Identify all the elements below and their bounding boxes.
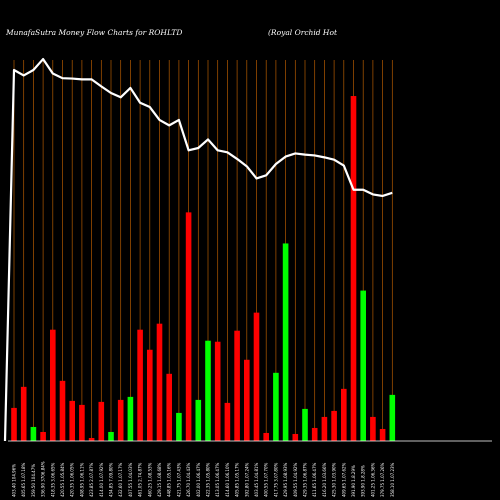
x-tick-label: 402.00 1.06.47%: [196, 462, 201, 497]
bar-down: [350, 96, 357, 441]
x-tick-label: 359.50 104.47%: [31, 464, 36, 497]
bar-up: [205, 340, 211, 441]
bar-up: [195, 399, 202, 441]
bar-down: [117, 399, 124, 441]
bar-down: [263, 432, 269, 441]
x-tick-label: 429.15 1.08.68%: [157, 462, 162, 497]
x-tick-label: 429.95 1.08.93%: [283, 462, 288, 497]
x-tick-label: 434.85 7.09.80%: [109, 462, 114, 497]
bar-up: [302, 408, 308, 441]
chart-title: MunafaSutra Money Flow Charts for ROHLTD: [5, 28, 182, 37]
x-tick-label: 416.20 1.03.66%: [322, 462, 327, 497]
bar-down: [370, 416, 376, 441]
x-tick-label: 461.05 2.74.87%: [138, 462, 143, 497]
x-tick-label: 414.60 1.06.10%: [225, 462, 230, 497]
x-tick-label: 403.40 104.96%: [12, 464, 17, 497]
bar-up: [273, 372, 279, 441]
x-tick-label: 405.85 1.05.17%: [235, 462, 240, 497]
x-tick-label: 393.90 1.8.28%: [361, 465, 366, 497]
bar-down: [137, 329, 143, 441]
chart-subtitle: (Royal Orchid Hot: [268, 28, 338, 37]
x-tick-label: 401.25 1.06.36%: [370, 462, 375, 497]
bar-down: [185, 212, 192, 441]
x-tick-label: 420.55 1.05.84%: [60, 462, 65, 497]
x-tick-label: 379.75 1.07.26%: [380, 462, 385, 497]
bar-up: [108, 431, 114, 442]
bar-down: [50, 329, 56, 441]
x-tick-label: 421.75 1.07.43%: [176, 462, 181, 497]
bar-up: [360, 290, 366, 441]
x-tick-label: 420.35 1.06.05%: [70, 462, 75, 497]
bar-down: [253, 312, 260, 441]
bar-down: [234, 330, 240, 441]
bar-down: [224, 402, 231, 441]
x-tick-label: 391.90 1.8.29%: [351, 465, 356, 497]
x-tick-label: 392.80 1.07.24%: [244, 462, 249, 497]
bar-down: [40, 431, 46, 442]
x-tick-label: 417.75 3.07.80%: [273, 462, 278, 497]
x-tick-labels: 403.40 104.96% 405.65 1.07.18% 359.50 104.…: [12, 461, 395, 497]
x-tick-label: 432.60 1.07.17%: [118, 462, 123, 497]
price-line: [3, 57, 393, 442]
x-tick-label: 400.55 1.07.70%: [264, 462, 269, 497]
x-tick-label: 403.45 1.04.81%: [254, 462, 259, 497]
x-tick-label: 429.35 1.06.87%: [303, 462, 308, 497]
bar-down: [341, 388, 347, 441]
bar-down: [20, 386, 27, 441]
bar-series: [11, 96, 396, 442]
bar-down: [292, 433, 299, 441]
bar-down: [166, 373, 172, 441]
x-tick-label: 409.55 1.04.92%: [293, 462, 298, 497]
bar-up: [176, 412, 182, 441]
x-tick-label: 423.85 2.07.87%: [89, 462, 94, 497]
x-tick-label: 409.65 1.07.62%: [341, 462, 346, 497]
x-tick-label: 405.65 1.07.18%: [21, 462, 26, 497]
bar-down: [244, 359, 250, 441]
x-tick-label: 414.00 1.07.92%: [99, 462, 104, 497]
x-tick-label: 425.30 1.03.90%: [332, 462, 337, 497]
bar-down: [88, 437, 95, 441]
bar-down: [69, 400, 75, 441]
bar-down: [321, 416, 328, 441]
x-tick-label: 411.65 1.06.47%: [312, 462, 317, 497]
x-tick-label: 407.55 1.04.03%: [128, 462, 133, 497]
bar-down: [214, 341, 221, 442]
bar-up: [282, 243, 289, 441]
bar-down: [311, 427, 318, 441]
bar-down: [147, 349, 153, 441]
x-tick-label: 413.05 1.06.47%: [215, 462, 220, 497]
bar-down: [59, 380, 66, 441]
bar-down: [379, 428, 386, 441]
bar-down: [79, 404, 85, 441]
bar-up: [30, 426, 37, 441]
bar-down: [331, 410, 337, 441]
x-tick-label: 422.35 1.05.80%: [206, 462, 211, 497]
x-tick-label: 418.35 3.06.65%: [50, 462, 55, 497]
bar-down: [11, 407, 17, 441]
x-tick-label: 358.10 1.07.23%: [390, 462, 395, 497]
x-tick-label: 448.85 1.05.16%: [167, 462, 172, 497]
x-tick-label: 426.70 1.04.43%: [186, 462, 191, 497]
x-tick-label: 408.95 1.06.11%: [79, 462, 84, 497]
bar-up: [389, 394, 396, 441]
bar-up: [127, 396, 134, 441]
x-tick-label: 460.25 1.08.53%: [147, 462, 152, 497]
bar-down: [98, 401, 105, 441]
x-tick-label: 336.90 3706.84%: [41, 461, 46, 497]
bar-down: [156, 323, 163, 442]
